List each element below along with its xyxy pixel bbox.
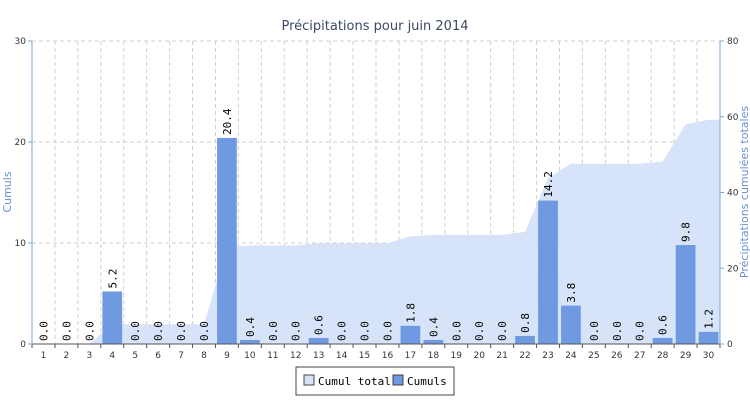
data-label-day-22: 0.8 bbox=[519, 313, 532, 333]
x-tick-label-6: 6 bbox=[155, 351, 161, 361]
x-tick-label-9: 9 bbox=[224, 351, 230, 361]
x-tick-label-12: 12 bbox=[290, 351, 301, 361]
axes bbox=[28, 40, 724, 348]
legend-label-cumul-total: Cumul total bbox=[318, 375, 391, 388]
data-label-day-26: 0.0 bbox=[611, 321, 624, 341]
y-left-tick-label: 20 bbox=[15, 138, 27, 148]
data-label-day-3: 0.0 bbox=[83, 321, 96, 341]
x-tick-label-26: 26 bbox=[611, 351, 623, 361]
x-tick-label-18: 18 bbox=[428, 351, 440, 361]
legend-swatch-cumul-total bbox=[303, 374, 315, 386]
x-tick-label-24: 24 bbox=[565, 351, 577, 361]
data-label-day-17: 1.8 bbox=[404, 303, 417, 323]
x-tick-label-3: 3 bbox=[86, 351, 92, 361]
bar-day-13 bbox=[308, 337, 329, 344]
cumulative-area-layer bbox=[43, 119, 720, 344]
data-label-day-18: 0.4 bbox=[427, 317, 440, 337]
y-left-tick-labels: 0 10 20 30 bbox=[15, 37, 27, 350]
data-label-day-2: 0.0 bbox=[60, 321, 73, 341]
y-left-tick-label: 10 bbox=[15, 239, 27, 249]
data-label-day-19: 0.0 bbox=[450, 321, 463, 341]
bar-day-24 bbox=[561, 305, 581, 344]
y-left-axis-label: Cumuls bbox=[1, 171, 14, 212]
data-label-day-10: 0.4 bbox=[244, 317, 257, 337]
data-label-day-13: 0.6 bbox=[313, 315, 326, 335]
x-tick-label-5: 5 bbox=[132, 351, 138, 361]
bar-day-30 bbox=[698, 331, 719, 344]
data-label-day-24: 3.8 bbox=[565, 283, 578, 303]
data-label-day-9: 20.4 bbox=[221, 108, 234, 135]
x-tick-label-7: 7 bbox=[178, 351, 184, 361]
x-tick-label-22: 22 bbox=[519, 351, 530, 361]
data-label-day-8: 0.0 bbox=[198, 321, 211, 341]
x-tick-label-20: 20 bbox=[473, 351, 485, 361]
y-left-tick-label: 30 bbox=[15, 37, 27, 47]
data-label-day-4: 5.2 bbox=[106, 269, 119, 289]
y-right-tick-label: 40 bbox=[727, 189, 739, 199]
x-tick-label-23: 23 bbox=[542, 351, 553, 361]
data-label-day-25: 0.0 bbox=[588, 321, 601, 341]
x-tick-label-8: 8 bbox=[201, 351, 207, 361]
bar-day-22 bbox=[515, 335, 535, 344]
data-label-day-11: 0.0 bbox=[267, 321, 280, 341]
bar-day-9 bbox=[217, 137, 237, 344]
legend: Cumul total Cumuls bbox=[295, 366, 455, 396]
x-tick-label-14: 14 bbox=[336, 351, 348, 361]
x-tick-label-13: 13 bbox=[313, 351, 324, 361]
bar-day-4 bbox=[102, 291, 123, 344]
bar-day-17 bbox=[400, 325, 421, 344]
y-right-tick-label: 20 bbox=[727, 264, 739, 274]
bar-day-10 bbox=[240, 339, 260, 344]
x-tick-label-30: 30 bbox=[703, 351, 715, 361]
chart-title: Précipitations pour juin 2014 bbox=[281, 19, 468, 34]
bar-day-28 bbox=[652, 337, 673, 344]
data-label-day-23: 14.2 bbox=[542, 171, 555, 198]
data-label-day-28: 0.6 bbox=[657, 315, 670, 335]
legend-swatch-cumuls bbox=[392, 374, 404, 386]
bar-day-29 bbox=[675, 245, 696, 344]
x-tick-label-1: 1 bbox=[41, 351, 47, 361]
x-tick-label-17: 17 bbox=[405, 351, 416, 361]
data-label-day-21: 0.0 bbox=[496, 321, 509, 341]
y-right-tick-label: 80 bbox=[727, 37, 739, 47]
x-tick-label-10: 10 bbox=[244, 351, 256, 361]
bar-data-labels: 0.0 0.0 0.0 5.2 0.0 0.0 0.0 0.0 20.4 0.4 0.0 0.0 0.6… bbox=[37, 108, 715, 341]
data-label-day-20: 0.0 bbox=[473, 321, 486, 341]
cumulative-area bbox=[43, 119, 720, 344]
x-tick-label-19: 19 bbox=[451, 351, 463, 361]
y-right-tick-label: 0 bbox=[727, 340, 733, 350]
x-tick-label-27: 27 bbox=[634, 351, 645, 361]
legend-box bbox=[295, 366, 455, 396]
bar-day-23 bbox=[538, 200, 558, 344]
x-tick-label-28: 28 bbox=[657, 351, 669, 361]
data-label-day-6: 0.0 bbox=[152, 321, 165, 341]
x-tick-labels: 1 2 3 4 5 6 7 8 9 10 11 12 13 14 15 16 17 18 19 20 21 22 23 24 2… bbox=[41, 351, 715, 361]
y-right-tick-labels: 0 20 40 60 80 bbox=[727, 37, 739, 350]
data-label-day-29: 9.8 bbox=[680, 222, 693, 242]
data-label-day-16: 0.0 bbox=[381, 321, 394, 341]
x-tick-label-4: 4 bbox=[109, 351, 115, 361]
data-label-day-5: 0.0 bbox=[129, 321, 142, 341]
y-left-tick-label: 0 bbox=[20, 340, 26, 350]
legend-label-cumuls: Cumuls bbox=[407, 375, 447, 388]
x-tick-label-15: 15 bbox=[359, 351, 370, 361]
x-tick-label-29: 29 bbox=[680, 351, 692, 361]
data-label-day-27: 0.0 bbox=[634, 321, 647, 341]
x-tick-label-11: 11 bbox=[267, 351, 278, 361]
x-tick-label-2: 2 bbox=[64, 351, 70, 361]
data-label-day-7: 0.0 bbox=[175, 321, 188, 341]
y-right-tick-label: 60 bbox=[727, 113, 739, 123]
data-label-day-1: 0.0 bbox=[37, 321, 50, 341]
data-label-day-15: 0.0 bbox=[359, 321, 372, 341]
x-tick-label-16: 16 bbox=[382, 351, 394, 361]
data-label-day-30: 1.2 bbox=[703, 309, 716, 329]
data-label-day-12: 0.0 bbox=[290, 321, 303, 341]
x-tick-label-21: 21 bbox=[496, 351, 507, 361]
bar-layer bbox=[102, 137, 719, 344]
y-right-axis-label: Précipitations cumulées totales bbox=[738, 106, 750, 278]
x-tick-label-25: 25 bbox=[588, 351, 599, 361]
data-label-day-14: 0.0 bbox=[336, 321, 349, 341]
bar-day-18 bbox=[423, 339, 444, 344]
